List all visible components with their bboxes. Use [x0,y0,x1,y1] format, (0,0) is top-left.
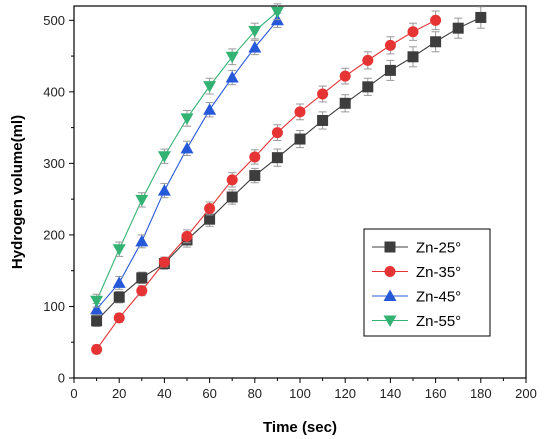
y-tick-label: 200 [43,227,65,242]
x-tick-label: 120 [334,386,356,401]
data-point [157,184,171,196]
data-point [112,244,126,256]
x-tick-label: 20 [112,386,126,401]
data-point [317,88,329,100]
data-point [136,272,148,284]
data-point [430,36,442,48]
data-point [158,256,170,268]
x-axis-title: Time (sec) [263,419,337,436]
series-line [96,19,278,310]
data-point [475,11,487,23]
data-point [113,291,125,303]
y-tick-label: 300 [43,156,65,171]
legend-label: Zn-25° [416,240,461,257]
data-point [271,127,283,139]
x-tick-label: 0 [70,386,77,401]
legend-entries: Zn-25° Zn-35° Zn-45° Zn-55° [372,240,461,330]
data-point [204,213,216,225]
data-point [157,151,171,163]
x-tick-label: 80 [248,386,262,401]
series-2 [91,10,442,355]
data-point [180,141,194,154]
legend-entry-2: Zn-35° [372,264,461,281]
data-point [112,276,126,288]
x-tick-label: 200 [515,386,537,401]
data-point [226,191,238,203]
data-point [270,6,284,19]
x-tick-label: 160 [425,386,447,401]
data-point [271,152,283,164]
data-point [249,151,261,163]
data-point [248,26,262,38]
series-line [96,19,436,350]
legend-label: Zn-35° [416,264,461,281]
legend-marker [384,266,396,277]
x-axis-ticks: 0 20 40 60 80 100 120 140 160 180 200 [70,378,537,401]
data-point [362,54,374,66]
legend: Zn-25° Zn-35° Zn-45° Zn-55° [363,228,491,337]
legend-entry-1: Zn-25° [372,240,461,257]
y-tick-label: 500 [43,13,65,28]
legend-label: Zn-45° [416,289,461,306]
data-point [248,40,262,53]
x-tick-label: 60 [202,386,216,401]
data-point [384,64,396,76]
legend-entry-3: Zn-45° [372,289,461,306]
data-point [249,170,261,182]
y-tick-label: 100 [43,299,65,314]
data-point [91,315,103,327]
data-point [180,113,194,125]
data-point [225,71,239,83]
data-point [203,81,217,93]
data-point [113,312,125,324]
y-tick-label: 400 [43,84,65,99]
y-axis-title: Hydrogen volume(ml) [9,115,26,269]
data-point [317,114,329,126]
data-point [90,295,104,308]
data-point [407,51,419,63]
legend-marker [384,241,396,253]
data-point [339,97,351,109]
series-3 [90,12,284,316]
data-point [135,234,149,247]
data-point [362,81,374,93]
series-4 [90,3,284,308]
data-point [136,285,148,297]
x-tick-label: 40 [157,386,171,401]
data-point [203,103,217,115]
legend-marker [383,315,397,327]
data-point [181,230,193,242]
data-point [226,174,238,186]
legend-label: Zn-55° [416,313,461,330]
data-point [294,133,306,145]
data-point [294,106,306,118]
data-point [407,26,419,38]
data-point [91,343,103,355]
data-point [384,39,396,51]
data-point [225,51,239,64]
data-point [339,70,351,82]
series-layer [90,3,487,355]
x-tick-label: 180 [470,386,492,401]
y-axis-ticks: 0 100 200 300 400 500 [43,13,74,386]
legend-entry-4: Zn-55° [372,313,461,330]
legend-marker [383,289,397,301]
data-point [430,14,442,26]
data-point [90,302,104,315]
data-point [204,202,216,214]
x-tick-label: 100 [289,386,311,401]
y-tick-label: 0 [58,371,65,386]
data-point [135,194,149,207]
data-point [452,22,464,34]
x-tick-label: 140 [380,386,402,401]
